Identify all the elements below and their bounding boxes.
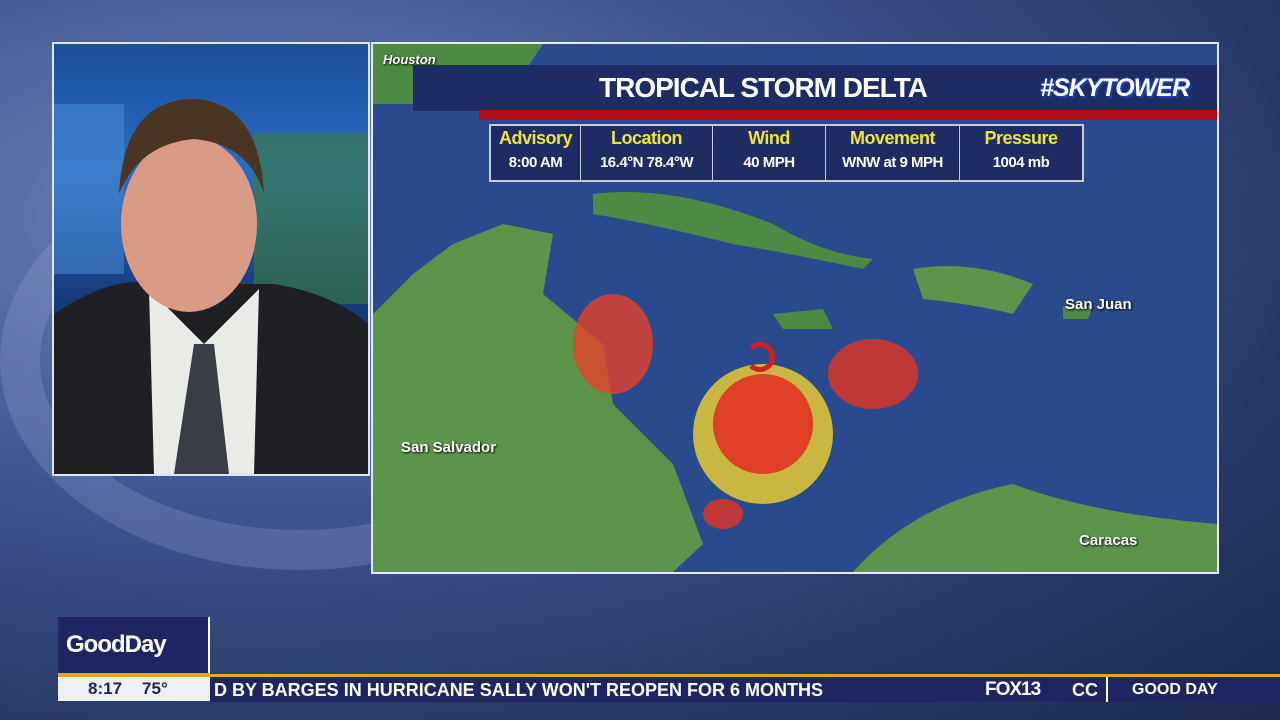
column-value: 8:00 AM (508, 154, 563, 171)
map-graphic (373, 44, 1217, 572)
time: 8:17 (88, 679, 123, 698)
gold-stripe (58, 673, 210, 677)
city-label: Houston (383, 52, 436, 67)
column-header: Movement (849, 128, 936, 148)
movement-cell: Movement WNW at 9 MPH (826, 126, 960, 180)
temperature: 75° (142, 679, 168, 698)
ticker-next-text: CC (1072, 680, 1098, 700)
show-name: GoodDay (66, 631, 167, 658)
presenter-figure (54, 99, 368, 474)
ticker-text: D BY BARGES IN HURRICANE SALLY WON'T REO… (214, 680, 824, 700)
column-header: Wind (748, 128, 790, 148)
weather-map: Houston San Juan San Salvador Caracas TR… (371, 42, 1219, 574)
skytower-logo: #SKYTOWER (1040, 74, 1190, 102)
segment-label: GOOD DAY (1106, 677, 1276, 702)
column-header: Advisory (498, 128, 573, 148)
title-bar: TROPICAL STORM DELTA (413, 65, 1217, 111)
advisory-cell: Advisory 8:00 AM (491, 126, 581, 180)
column-header: Location (611, 128, 683, 148)
column-value: WNW at 9 MPH (842, 154, 943, 171)
column-value: 16.4°N 78.4°W (599, 154, 694, 171)
pressure-cell: Pressure 1004 mb (960, 126, 1082, 180)
station-logo: FOX13 (985, 679, 1041, 700)
time-temp-box: 8:17 75° (58, 677, 210, 701)
column-value: 40 MPH (743, 154, 795, 171)
hurricane-icon (745, 342, 775, 372)
advisory-table: Advisory 8:00 AM Location 16.4°N 78.4°W Wi… (489, 124, 1084, 182)
presenter-video (52, 42, 370, 476)
show-logo: GoodDay (58, 617, 210, 673)
news-ticker: D BY BARGES IN HURRICANE SALLY WON'T REO… (210, 674, 1280, 702)
location-cell: Location 16.4°N 78.4°W (581, 126, 713, 180)
wind-cell: Wind 40 MPH (713, 126, 826, 180)
storm-title: TROPICAL STORM DELTA (599, 72, 928, 103)
column-header: Pressure (984, 128, 1058, 148)
city-label: San Salvador (401, 439, 497, 456)
red-stripe (479, 110, 1217, 120)
city-label: Caracas (1079, 532, 1138, 549)
city-label: San Juan (1065, 296, 1132, 313)
column-value: 1004 mb (992, 154, 1050, 171)
